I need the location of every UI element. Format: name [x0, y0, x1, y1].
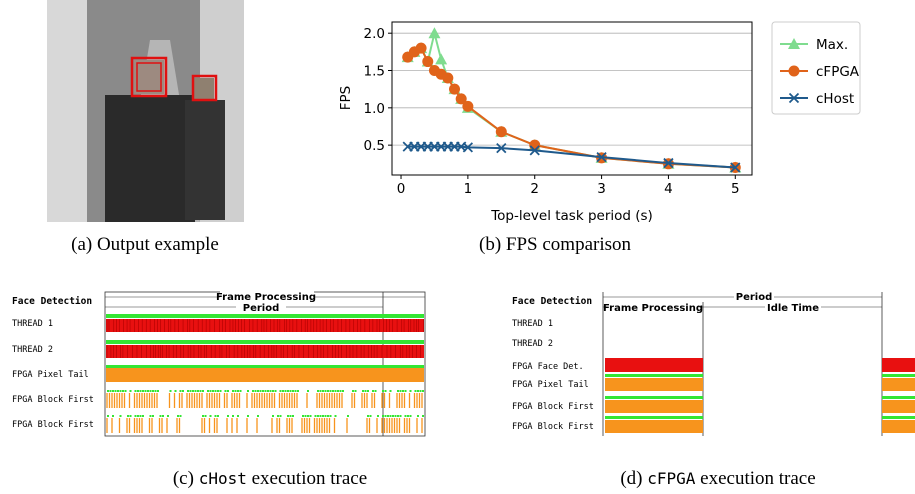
row-label: THREAD 1 [512, 319, 553, 329]
row-label: THREAD 1 [12, 319, 53, 329]
marker [529, 139, 541, 151]
marker [462, 142, 474, 153]
legend-label: cFPGA [816, 64, 860, 80]
trace-title: Face Detection [512, 296, 592, 307]
marker [455, 93, 467, 105]
trace-subheader: Idle Time [767, 303, 819, 314]
caption-text: execution trace [700, 468, 816, 489]
caption: (c) cHost execution trace [173, 468, 367, 489]
row-label: FPGA Block First [12, 395, 94, 405]
marker [462, 100, 474, 112]
trace-subheader: Period [243, 303, 280, 314]
marker [428, 27, 441, 39]
caption: (d) cFPGA execution trace [620, 468, 815, 489]
trace-bar [106, 368, 424, 382]
x-tick-label: 1 [464, 181, 473, 197]
caption-code: cHost [199, 469, 247, 488]
trace-subheader: Frame Processing [603, 303, 703, 314]
caption-label: (c) [173, 468, 194, 489]
trace-bar [882, 416, 915, 419]
trace-bar [106, 340, 424, 344]
marker [788, 38, 800, 49]
marker [422, 56, 434, 68]
marker [529, 145, 540, 156]
marker [435, 53, 448, 65]
row-label: FPGA Face Det. [512, 362, 584, 372]
y-tick-label: 1.5 [364, 64, 385, 80]
y-tick-label: 0.5 [364, 138, 385, 154]
trace-bar [106, 314, 424, 318]
x-tick-label: 2 [530, 181, 539, 197]
marker [495, 126, 507, 138]
marker [788, 92, 800, 104]
trace-bar [605, 374, 703, 377]
x-tick-label: 3 [597, 181, 606, 197]
trace-bar [882, 400, 915, 413]
trace-header: Frame Processing [216, 292, 316, 303]
row-label: FPGA Pixel Tail [12, 370, 89, 380]
caption: (a) Output example [71, 234, 219, 255]
trace-bar [882, 358, 915, 372]
trace-bar [605, 420, 703, 433]
trace-d: Face Detection Period Frame Processing I… [512, 291, 915, 436]
photo [47, 0, 244, 222]
row-label: FPGA Block First [512, 422, 594, 432]
trace-bar [106, 345, 424, 358]
row-label: THREAD 2 [512, 339, 553, 349]
row-label: FPGA Block First [12, 420, 94, 430]
row-label: THREAD 2 [12, 345, 53, 355]
y-axis-label: FPS [338, 86, 354, 110]
row-label: FPGA Pixel Tail [512, 380, 589, 390]
marker [442, 72, 454, 84]
x-tick-label: 5 [731, 181, 740, 197]
marker [596, 151, 607, 163]
trace-bar [605, 400, 703, 413]
legend-label: cHost [816, 91, 854, 107]
caption-text: execution trace [252, 468, 368, 489]
trace-header: Period [736, 292, 773, 303]
plot-frame [391, 21, 753, 176]
x-tick-label: 4 [664, 181, 673, 197]
trace-bar [605, 358, 703, 372]
fps-chart: Top-level task period (s) FPS 0.5 1.0 1.5 2… [338, 21, 861, 224]
marker [788, 65, 800, 77]
y-tick-label: 2.0 [364, 26, 385, 42]
trace-bar [882, 396, 915, 399]
marker [496, 142, 507, 154]
trace-bar [605, 416, 703, 419]
marker [663, 157, 674, 169]
caption-code: cFPGA [647, 469, 696, 488]
marker [415, 42, 427, 54]
trace-bar [106, 319, 424, 332]
trace-bar [106, 365, 424, 368]
row-label: FPGA Block First [512, 402, 594, 412]
trace-title: Face Detection [12, 296, 92, 307]
x-tick-label: 0 [397, 181, 406, 197]
legend-label: Max. [816, 37, 848, 53]
caption-label: (d) [620, 468, 642, 489]
y-tick-label: 1.0 [364, 101, 385, 117]
marker [730, 162, 741, 173]
trace-bar [882, 374, 915, 377]
x-axis-label: Top-level task period (s) [490, 208, 653, 224]
trace-bar [605, 378, 703, 391]
trace-bar [882, 420, 915, 433]
marker [449, 83, 461, 95]
caption: (b) FPS comparison [479, 234, 632, 255]
trace-bar [882, 378, 915, 391]
trace-c: Face Detection Frame Processing Period T… [12, 291, 426, 437]
trace-bar [605, 396, 703, 399]
